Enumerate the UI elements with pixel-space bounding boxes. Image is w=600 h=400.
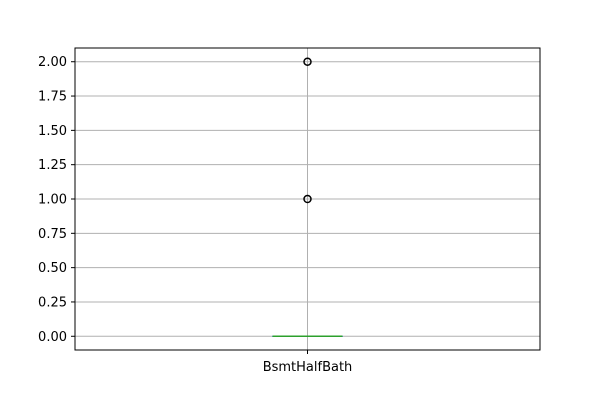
outlier-point: [303, 194, 312, 204]
y-tick-label: 1.75: [38, 90, 67, 105]
y-tick-label: 0.75: [38, 227, 67, 242]
y-tick-label: 2.00: [38, 55, 67, 70]
outlier-point: [303, 57, 312, 66]
x-tick-label: BsmtHalfBath: [263, 360, 353, 375]
y-tick-label: 0.50: [38, 261, 67, 276]
y-axis: 0.00 0.25 0.50 0.75 1.00 1.25 1.50 1.75 2.00: [38, 55, 75, 345]
y-tick-label: 1.50: [38, 124, 67, 139]
box-series: [272, 57, 343, 338]
y-tick-label: 1.00: [38, 193, 67, 208]
grid-lines: [75, 48, 540, 350]
y-tick-label: 0.00: [38, 330, 67, 345]
y-tick-label: 1.25: [38, 158, 67, 173]
x-axis: BsmtHalfBath: [263, 350, 353, 375]
y-tick-label: 0.25: [38, 295, 67, 310]
